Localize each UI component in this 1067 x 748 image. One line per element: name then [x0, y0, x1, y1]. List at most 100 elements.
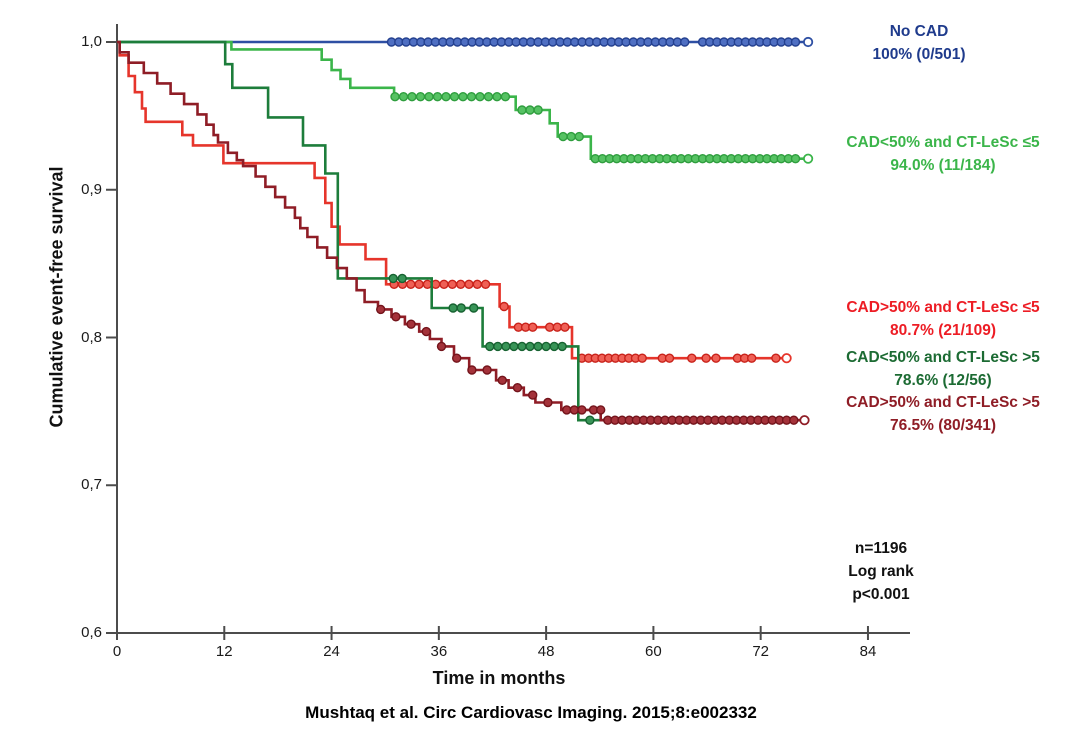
censor-mark-cad-gt50-lesc-gt5 [569, 405, 579, 415]
series-label-line: 94.0% (11/184) [890, 157, 996, 174]
censor-mark-cad-lt50-lesc-le5 [566, 131, 576, 142]
curve-cad-gt50-lesc-gt5 [117, 40, 805, 422]
x-tick-label: 72 [752, 643, 770, 660]
censor-mark-cad-lt50-lesc-gt5 [456, 303, 466, 313]
censor-mark-cad-lt50-lesc-gt5 [517, 341, 527, 352]
series-label-line: CAD<50% and CT-LeSc >5 [846, 349, 1040, 366]
y-tick-label: 0,9 [81, 180, 102, 198]
censor-mark-cad-lt50-lesc-le5 [475, 91, 485, 102]
censor-mark-cad-lt50-lesc-le5 [458, 91, 468, 102]
censor-mark-cad-gt50-lesc-le5 [464, 279, 474, 289]
censor-mark-no-cad [680, 37, 690, 47]
censor-mark-cad-gt50-lesc-le5 [422, 279, 433, 289]
censor-mark-cad-lt50-lesc-gt5 [501, 341, 511, 352]
censor-mark-cad-gt50-lesc-gt5 [482, 365, 492, 375]
stats-test: Log rank [848, 563, 914, 580]
censor-mark-cad-gt50-lesc-gt5 [528, 390, 538, 400]
censor-mark-cad-lt50-lesc-le5 [574, 131, 584, 142]
censor-mark-cad-gt50-lesc-gt5 [421, 326, 431, 337]
censor-mark-cad-gt50-lesc-le5 [528, 322, 538, 332]
curve-cad-lt50-lesc-gt5 [117, 40, 618, 422]
censor-mark-cad-gt50-lesc-gt5 [512, 383, 523, 393]
x-axis-title: Time in months [432, 668, 566, 688]
censor-mark-cad-gt50-lesc-le5 [480, 279, 491, 289]
censor-mark-cad-gt50-lesc-gt5 [596, 405, 606, 415]
censor-mark-cad-lt50-lesc-le5 [525, 105, 535, 115]
censor-mark-cad-gt50-lesc-le5 [664, 353, 675, 363]
curve-cad-gt50-lesc-le5 [117, 40, 787, 360]
censor-mark-cad-lt50-lesc-le5 [432, 91, 443, 102]
y-tick-label: 1,0 [81, 33, 102, 50]
censor-mark-no-cad [790, 37, 801, 47]
censor-mark-cad-gt50-lesc-gt5 [543, 397, 553, 408]
censor-mark-cad-gt50-lesc-le5 [414, 279, 424, 289]
censor-mark-cad-gt50-lesc-le5 [406, 279, 416, 289]
terminal-censor-cad-lt50-lesc-le5 [802, 153, 814, 164]
censor-mark-cad-lt50-lesc-le5 [441, 91, 451, 102]
series-label-no-cad: No CAD 100% (0/501) [872, 20, 965, 66]
censor-mark-cad-gt50-lesc-gt5 [406, 319, 416, 329]
series-label-cad-lt50-lesc-le5: CAD<50% and CT-LeSc ≤5 94.0% (11/184) [846, 131, 1039, 177]
censor-mark-cad-gt50-lesc-gt5 [452, 353, 462, 363]
series-label-line: 100% (0/501) [872, 46, 966, 63]
stats-annotation: n=1196 Log rank p<0.001 [848, 537, 913, 606]
censor-mark-cad-lt50-lesc-gt5 [525, 341, 535, 352]
censor-mark-cad-lt50-lesc-gt5 [485, 341, 495, 352]
censor-mark-cad-gt50-lesc-le5 [447, 279, 457, 289]
x-tick-label: 48 [537, 643, 555, 660]
x-tick-label: 84 [859, 643, 877, 660]
stats-pvalue: p<0.001 [852, 586, 910, 603]
censor-mark-cad-gt50-lesc-le5 [747, 353, 757, 363]
x-tick-label: 60 [645, 643, 662, 660]
censor-mark-cad-gt50-lesc-gt5 [467, 365, 477, 375]
x-tick-label: 0 [112, 643, 122, 660]
censor-mark-cad-lt50-lesc-gt5 [533, 341, 543, 352]
series-label-line: No CAD [889, 23, 949, 40]
censor-mark-cad-lt50-lesc-le5 [415, 91, 426, 102]
censor-mark-cad-gt50-lesc-gt5 [497, 375, 507, 385]
censor-mark-cad-gt50-lesc-le5 [701, 353, 711, 363]
x-tick-label: 36 [430, 643, 448, 660]
censor-mark-cad-gt50-lesc-le5 [545, 322, 555, 332]
censor-mark-cad-lt50-lesc-le5 [390, 91, 400, 102]
series-label-line: CAD<50% and CT-LeSc ≤5 [846, 134, 1040, 151]
censor-mark-cad-gt50-lesc-le5 [711, 353, 721, 363]
censor-mark-cad-lt50-lesc-gt5 [557, 341, 567, 352]
x-tick-label: 12 [215, 643, 233, 660]
y-tick-label: 0,7 [81, 476, 102, 494]
y-tick-label: 0,6 [81, 624, 102, 641]
censor-mark-cad-lt50-lesc-le5 [398, 91, 409, 102]
censor-mark-cad-gt50-lesc-gt5 [391, 312, 401, 322]
censor-mark-cad-gt50-lesc-gt5 [562, 405, 572, 415]
censor-mark-cad-lt50-lesc-gt5 [448, 303, 458, 313]
censor-mark-cad-gt50-lesc-gt5 [577, 405, 587, 415]
censor-mark-cad-gt50-lesc-le5 [560, 322, 570, 332]
censor-mark-cad-gt50-lesc-gt5 [436, 341, 447, 352]
censor-mark-cad-lt50-lesc-gt5 [493, 341, 503, 352]
y-tick-label: 0,8 [81, 328, 102, 346]
censor-mark-cad-gt50-lesc-gt5 [789, 415, 799, 425]
curve-cad-lt50-lesc-le5 [117, 40, 809, 160]
series-label-line: CAD>50% and CT-LeSc >5 [846, 394, 1040, 411]
censor-mark-cad-lt50-lesc-le5 [407, 91, 417, 102]
series-label-line: 78.6% (12/56) [894, 372, 992, 389]
censor-mark-cad-lt50-lesc-gt5 [397, 273, 407, 284]
censor-mark-cad-lt50-lesc-gt5 [585, 415, 595, 425]
censor-mark-cad-gt50-lesc-le5 [499, 301, 509, 312]
censor-mark-cad-lt50-lesc-le5 [492, 91, 502, 102]
series-label-cad-gt50-lesc-gt5: CAD>50% and CT-LeSc >5 76.5% (80/341) [846, 391, 1040, 437]
censor-mark-cad-lt50-lesc-le5 [558, 131, 568, 142]
terminal-censor-cad-gt50-lesc-le5 [781, 353, 792, 364]
censor-mark-cad-gt50-lesc-le5 [552, 322, 562, 332]
stats-n: n=1196 [854, 540, 908, 557]
censor-mark-cad-lt50-lesc-le5 [466, 91, 477, 102]
series-label-cad-gt50-lesc-le5: CAD>50% and CT-LeSc ≤5 80.7% (21/109) [846, 296, 1039, 342]
censor-mark-cad-lt50-lesc-gt5 [469, 303, 479, 313]
censor-mark-cad-lt50-lesc-le5 [449, 91, 460, 102]
series-label-line: 80.7% (21/109) [890, 322, 996, 339]
censor-mark-cad-lt50-lesc-gt5 [388, 273, 398, 284]
series-label-cad-lt50-lesc-gt5: CAD<50% and CT-LeSc >5 78.6% (12/56) [846, 346, 1040, 392]
censor-mark-cad-gt50-lesc-le5 [456, 279, 466, 289]
